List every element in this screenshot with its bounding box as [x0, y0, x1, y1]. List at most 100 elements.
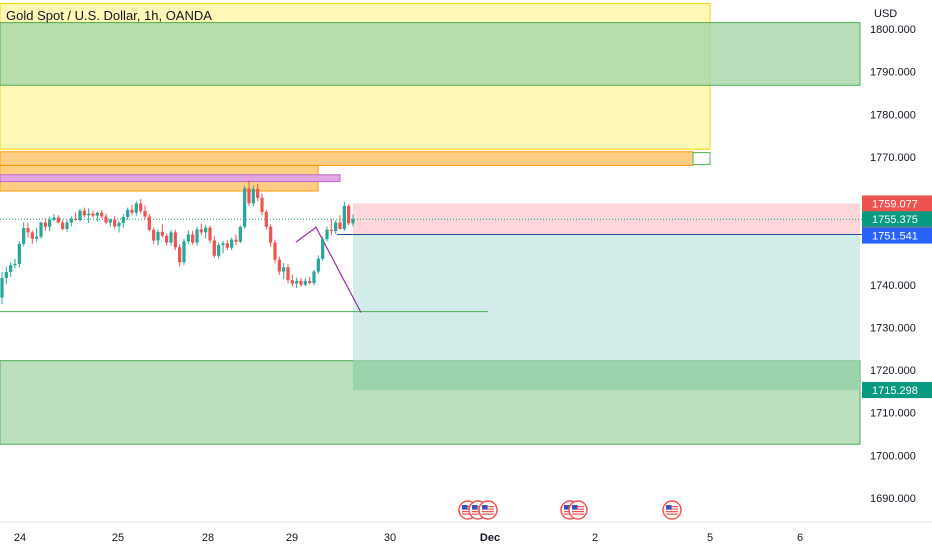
time-axis: 24 25 28 29 30 Dec 2 5 6 — [0, 521, 932, 544]
candle-body — [316, 258, 320, 272]
candle-body — [277, 259, 281, 272]
candle-body — [100, 212, 104, 217]
candle — [208, 225, 212, 244]
candle — [156, 229, 160, 246]
price-tick-label: 1720.000 — [870, 365, 916, 377]
candle — [78, 208, 82, 222]
time-tick-label: 6 — [797, 532, 803, 544]
candle — [225, 240, 229, 251]
candle-body — [0, 277, 4, 298]
price-tick-label: 1700.000 — [870, 450, 916, 462]
price-tick-label: 1790.000 — [870, 67, 916, 79]
candle — [9, 262, 13, 277]
candle — [247, 180, 251, 206]
projection-path — [295, 226, 362, 313]
flag-canton — [666, 505, 672, 510]
candle-body — [347, 205, 351, 224]
candle — [299, 277, 303, 287]
candle — [316, 255, 320, 274]
candle-body — [160, 231, 164, 236]
flag-stripe — [472, 506, 484, 508]
candle — [273, 239, 277, 264]
zones-layer — [0, 2, 861, 445]
candle-body — [35, 236, 39, 239]
candle-body — [30, 232, 34, 239]
candle — [82, 207, 86, 218]
candle — [69, 216, 73, 227]
candle — [165, 233, 169, 246]
candle-body — [342, 205, 346, 229]
us-flag-event-icon[interactable] — [662, 500, 682, 520]
candle-body — [9, 265, 13, 272]
symbol-title[interactable]: Gold Spot / U.S. Dollar, 1h, OANDA — [6, 8, 212, 23]
candle-body — [217, 245, 221, 256]
candle-body — [113, 219, 117, 227]
candle-body — [48, 219, 52, 227]
purple-zone — [0, 174, 341, 183]
candle — [312, 269, 316, 286]
candle — [22, 222, 26, 247]
candle — [113, 216, 117, 229]
candle-body — [126, 209, 130, 217]
candle-body — [299, 280, 303, 285]
candle-body — [61, 222, 65, 229]
candle-body — [26, 228, 30, 233]
candle-body — [329, 229, 333, 232]
candle — [238, 225, 242, 244]
candle — [35, 227, 39, 242]
orange-zone-upper — [0, 151, 694, 166]
candle-body — [147, 216, 151, 230]
candle — [130, 204, 134, 216]
flag-stripe — [666, 511, 678, 513]
candle-body — [108, 219, 112, 223]
price-label-stop: 1759.077 — [862, 195, 932, 212]
candle — [243, 185, 247, 229]
flag-canton — [572, 505, 578, 510]
price-tick-label: 1690.000 — [870, 493, 916, 505]
candle — [308, 276, 312, 285]
candle-body — [173, 232, 177, 248]
us-flag-event-icon[interactable] — [478, 500, 498, 520]
time-tick-label: 25 — [112, 532, 124, 544]
candle — [251, 185, 255, 207]
price-label-text: 1751.541 — [872, 231, 918, 243]
candle — [347, 204, 351, 226]
candle-body — [199, 229, 203, 233]
candles-layer — [0, 180, 355, 304]
candle — [234, 234, 238, 246]
candle-body — [212, 240, 216, 256]
candle-body — [117, 222, 121, 227]
candle-body — [39, 222, 43, 237]
price-label-bid: 1751.541 — [862, 227, 932, 244]
time-tick-label: 30 — [384, 532, 396, 544]
candle — [61, 219, 65, 231]
candle — [334, 220, 338, 235]
time-tick-label: 28 — [202, 532, 214, 544]
candle-body — [286, 267, 290, 281]
supply-zone-green — [0, 22, 861, 86]
price-tick-label: 1740.000 — [870, 280, 916, 292]
candle — [169, 229, 173, 246]
candle-body — [134, 203, 138, 213]
candle — [74, 212, 78, 221]
flag-stripe — [472, 513, 484, 515]
candle — [256, 183, 260, 202]
flag-field — [482, 505, 494, 515]
candle-body — [269, 226, 273, 243]
candle — [134, 201, 138, 216]
candle-body — [178, 247, 182, 263]
candle-body — [52, 217, 56, 220]
price-label-bg — [862, 382, 932, 399]
us-flag-event-icon[interactable] — [568, 500, 588, 520]
flag-stripe — [572, 506, 584, 508]
flag-field — [666, 505, 678, 515]
candle — [204, 224, 208, 239]
flag-canton — [482, 505, 488, 510]
candle-body — [13, 263, 17, 266]
candle — [126, 207, 130, 220]
candle — [303, 278, 307, 287]
candle-body — [152, 229, 156, 241]
candle-body — [264, 211, 268, 227]
